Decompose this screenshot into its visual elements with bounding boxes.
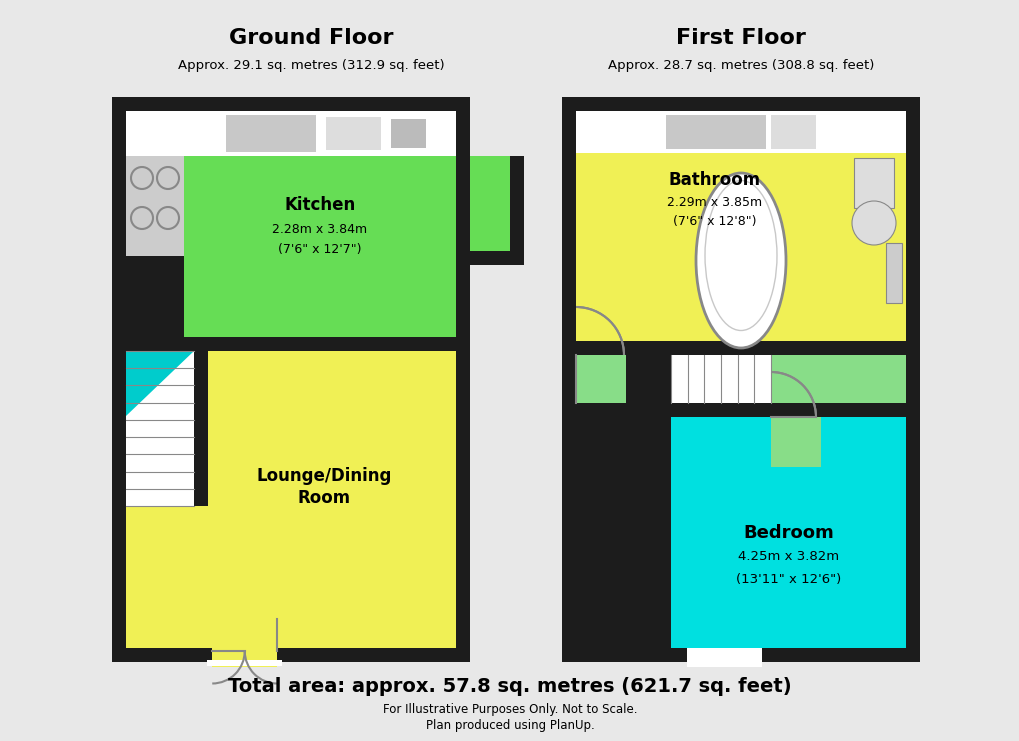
- Polygon shape: [126, 351, 194, 416]
- Text: Approx. 29.1 sq. metres (312.9 sq. feet): Approx. 29.1 sq. metres (312.9 sq. feet): [177, 59, 444, 71]
- Bar: [665, 115, 765, 149]
- Bar: [126, 111, 455, 156]
- Bar: [687, 648, 761, 667]
- Bar: [770, 115, 815, 149]
- Bar: [561, 341, 919, 355]
- Bar: [194, 351, 208, 506]
- Bar: [326, 117, 381, 150]
- Text: (13'11" x 12'6"): (13'11" x 12'6"): [735, 573, 841, 586]
- Bar: [886, 243, 901, 303]
- Bar: [126, 156, 183, 256]
- Bar: [576, 111, 905, 341]
- Bar: [390, 119, 426, 148]
- Text: Total area: approx. 57.8 sq. metres (621.7 sq. feet): Total area: approx. 57.8 sq. metres (621…: [228, 677, 791, 696]
- Ellipse shape: [695, 173, 786, 348]
- Bar: [470, 156, 510, 251]
- Text: Approx. 28.7 sq. metres (308.8 sq. feet): Approx. 28.7 sq. metres (308.8 sq. feet): [607, 59, 873, 71]
- Text: First Floor: First Floor: [676, 28, 805, 48]
- Text: Kitchen: Kitchen: [284, 196, 356, 214]
- Bar: [126, 351, 455, 648]
- Bar: [770, 355, 905, 403]
- Text: (7'6" x 12'8"): (7'6" x 12'8"): [673, 216, 756, 228]
- Bar: [561, 403, 919, 417]
- Bar: [126, 351, 194, 506]
- Text: Bathroom: Bathroom: [667, 171, 760, 189]
- Bar: [671, 417, 905, 648]
- Bar: [470, 156, 524, 265]
- Text: Lounge/Dining: Lounge/Dining: [256, 467, 391, 485]
- Bar: [561, 97, 919, 662]
- Text: Ground Floor: Ground Floor: [228, 28, 393, 48]
- Bar: [687, 659, 761, 665]
- Bar: [671, 355, 770, 403]
- Text: Room: Room: [298, 489, 351, 507]
- Bar: [112, 337, 470, 351]
- Text: (7'6" x 12'7"): (7'6" x 12'7"): [278, 243, 362, 256]
- Text: Bedroom: Bedroom: [743, 523, 834, 542]
- Bar: [112, 97, 470, 662]
- Bar: [853, 158, 893, 208]
- Bar: [183, 156, 455, 337]
- Text: Plan produced using PlanUp.: Plan produced using PlanUp.: [425, 719, 594, 731]
- Circle shape: [851, 201, 895, 245]
- Text: 4.25m x 3.82m: 4.25m x 3.82m: [737, 550, 839, 563]
- Bar: [576, 111, 905, 153]
- Bar: [212, 648, 277, 667]
- Bar: [226, 115, 316, 152]
- Bar: [576, 355, 626, 405]
- Text: 2.28m x 3.84m: 2.28m x 3.84m: [272, 223, 367, 236]
- Text: For Illustrative Purposes Only. Not to Scale.: For Illustrative Purposes Only. Not to S…: [382, 703, 637, 717]
- Bar: [207, 660, 282, 666]
- Bar: [576, 417, 671, 648]
- Bar: [770, 417, 820, 467]
- Text: 2.29m x 3.85m: 2.29m x 3.85m: [666, 196, 761, 208]
- Bar: [576, 355, 671, 403]
